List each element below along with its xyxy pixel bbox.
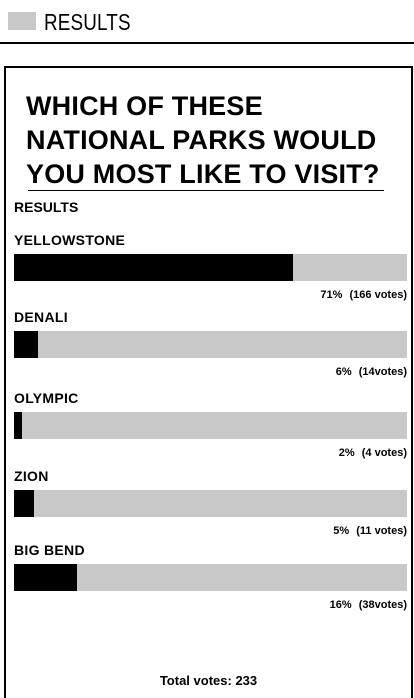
option-bar-fill [14, 490, 34, 517]
option-votes: (166 votes) [349, 289, 407, 301]
option-label: OLYMPIC [14, 390, 79, 406]
page-header: RESULTS [0, 0, 414, 44]
option-stats: 2% (4 votes) [339, 447, 407, 459]
option-stats: 5% (11 votes) [333, 525, 407, 537]
poll-option-yellowstone: YELLOWSTONE 71% (166 votes) [14, 232, 407, 302]
option-percent: 16% [329, 599, 352, 611]
option-votes: (11 votes) [356, 525, 407, 537]
option-bar-track [14, 412, 407, 439]
header-square-icon [8, 12, 36, 30]
poll-option-olympic: OLYMPIC 2% (4 votes) [14, 390, 407, 460]
option-bar-track [14, 254, 407, 281]
option-bar-fill [14, 331, 38, 358]
poll-option-big-bend: BIG BEND 16% (38votes) [14, 542, 407, 612]
option-stats: 71% (166 votes) [320, 289, 407, 301]
option-label: DENALI [14, 309, 68, 325]
option-bar-track [14, 490, 407, 517]
option-stats: 16% (38votes) [330, 599, 407, 611]
option-percent: 2% [338, 447, 355, 459]
option-bar-fill [14, 412, 22, 439]
option-bar-fill [14, 254, 294, 281]
option-votes: (14votes) [358, 366, 407, 378]
option-votes: (38votes) [358, 599, 407, 611]
poll-question: WHICH OF THESE NATIONAL PARKS WOULD YOU … [26, 91, 380, 189]
poll-option-zion: ZION 5% (11 votes) [14, 468, 407, 538]
option-stats: 6% (14votes) [336, 366, 407, 378]
question-divider [28, 190, 384, 191]
option-percent: 71% [320, 289, 343, 301]
option-votes: (4 votes) [361, 447, 407, 459]
option-bar-track [14, 331, 407, 358]
option-percent: 6% [335, 366, 352, 378]
poll-option-denali: DENALI 6% (14votes) [14, 309, 407, 379]
total-votes-label: Total votes: [159, 673, 232, 688]
poll-results-card: WHICH OF THESE NATIONAL PARKS WOULD YOU … [4, 66, 413, 698]
page-title: RESULTS [44, 9, 131, 35]
total-votes: Total votes: 233 [6, 673, 411, 688]
option-bar-track [14, 564, 407, 591]
option-label: ZION [14, 468, 49, 484]
option-percent: 5% [333, 525, 350, 537]
option-bar-fill [14, 564, 77, 591]
total-votes-value: 233 [235, 673, 258, 688]
option-label: BIG BEND [14, 542, 85, 558]
option-label: YELLOWSTONE [14, 232, 126, 248]
results-heading: RESULTS [14, 199, 79, 215]
